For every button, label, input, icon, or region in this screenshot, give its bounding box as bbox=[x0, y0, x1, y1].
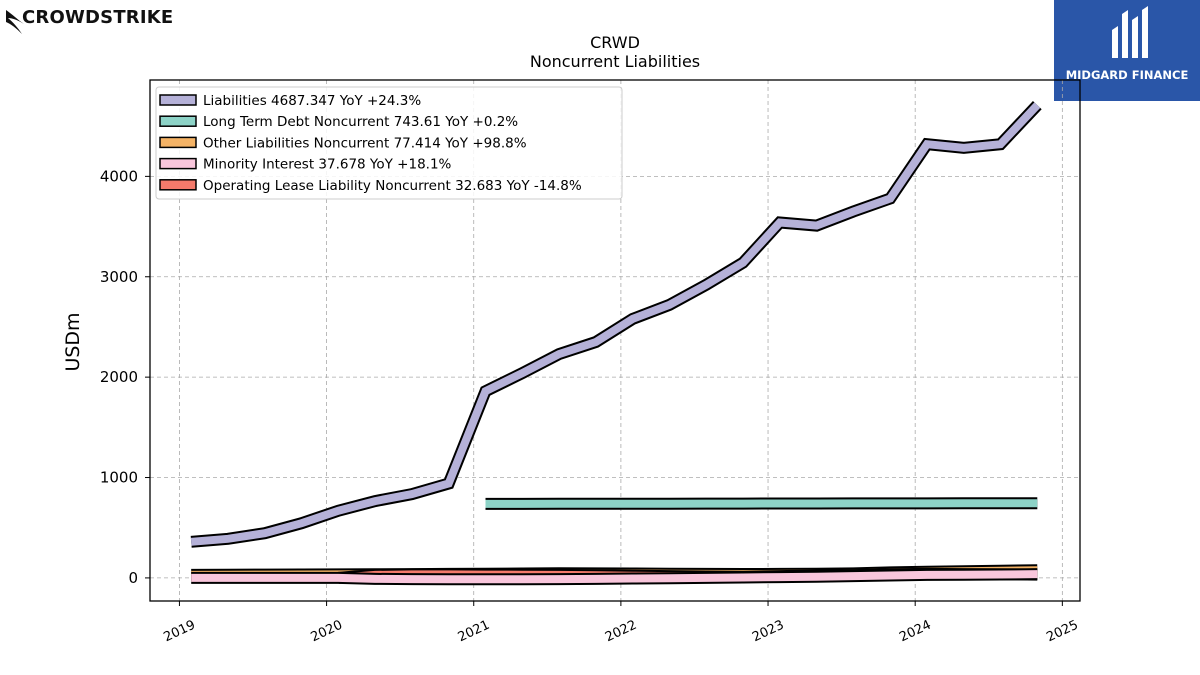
chart-subtitle: Noncurrent Liabilities bbox=[530, 52, 700, 71]
legend-swatch-minority-interest bbox=[159, 157, 197, 170]
legend-label-long-term-debt-noncurrent: Long Term Debt Noncurrent 743.61 YoY +0.… bbox=[203, 114, 518, 130]
series-line-long-term-debt-noncurrent bbox=[485, 499, 1038, 508]
y-axis-label: USDm bbox=[62, 312, 84, 371]
y-tick-label: 3000 bbox=[100, 268, 138, 286]
falcon-icon bbox=[6, 10, 24, 34]
legend: Liabilities 4687.347 YoY +24.3% Long Term… bbox=[155, 86, 623, 200]
legend-swatch-long-term-debt-noncurrent bbox=[159, 115, 197, 127]
y-tick-label: 1000 bbox=[100, 469, 138, 487]
plot-frame bbox=[149, 79, 1081, 602]
crowdstrike-logo-text: CROWDSTRIKE bbox=[22, 7, 174, 28]
chart-title: CRWD bbox=[590, 33, 640, 52]
midgard-finance-logo: MIDGARD FINANCE bbox=[1054, 0, 1200, 101]
midgard-emblem-icon bbox=[1112, 6, 1148, 58]
series-layer bbox=[190, 100, 1042, 586]
legend-swatch-other-liabilities-noncurrent bbox=[159, 136, 197, 149]
x-tick-label: 2020 bbox=[309, 618, 345, 646]
series-line-minority-interest bbox=[191, 570, 1038, 584]
legend-box bbox=[155, 86, 623, 200]
x-tick-label: 2022 bbox=[603, 618, 639, 646]
series-line-liabilities bbox=[190, 102, 1041, 546]
legend-label-minority-interest: Minority Interest 37.678 YoY +18.1% bbox=[203, 157, 452, 173]
x-tick-label: 2023 bbox=[750, 618, 786, 646]
y-tick-label: 2000 bbox=[100, 368, 138, 386]
x-tick-label: 2021 bbox=[456, 618, 492, 646]
legend-label-operating-lease-liability-noncurrent: Operating Lease Liability Noncurrent 32.… bbox=[203, 178, 582, 194]
x-tick-label: 2024 bbox=[897, 618, 933, 646]
y-tick-label: 0 bbox=[128, 569, 138, 587]
y-tick-label: 4000 bbox=[100, 167, 138, 185]
legend-swatch-liabilities bbox=[159, 94, 197, 106]
legend-label-other-liabilities-noncurrent: Other Liabilities Noncurrent 77.414 YoY … bbox=[203, 135, 527, 151]
crowdstrike-logo: CROWDSTRIKE bbox=[6, 4, 206, 38]
x-tick-label: 2019 bbox=[161, 618, 197, 646]
x-tick-label: 2025 bbox=[1044, 618, 1080, 646]
midgard-finance-logo-text: MIDGARD FINANCE bbox=[1065, 68, 1189, 82]
legend-label-liabilities: Liabilities 4687.347 YoY +24.3% bbox=[203, 93, 421, 109]
legend-swatch-operating-lease-liability-noncurrent bbox=[159, 179, 197, 191]
